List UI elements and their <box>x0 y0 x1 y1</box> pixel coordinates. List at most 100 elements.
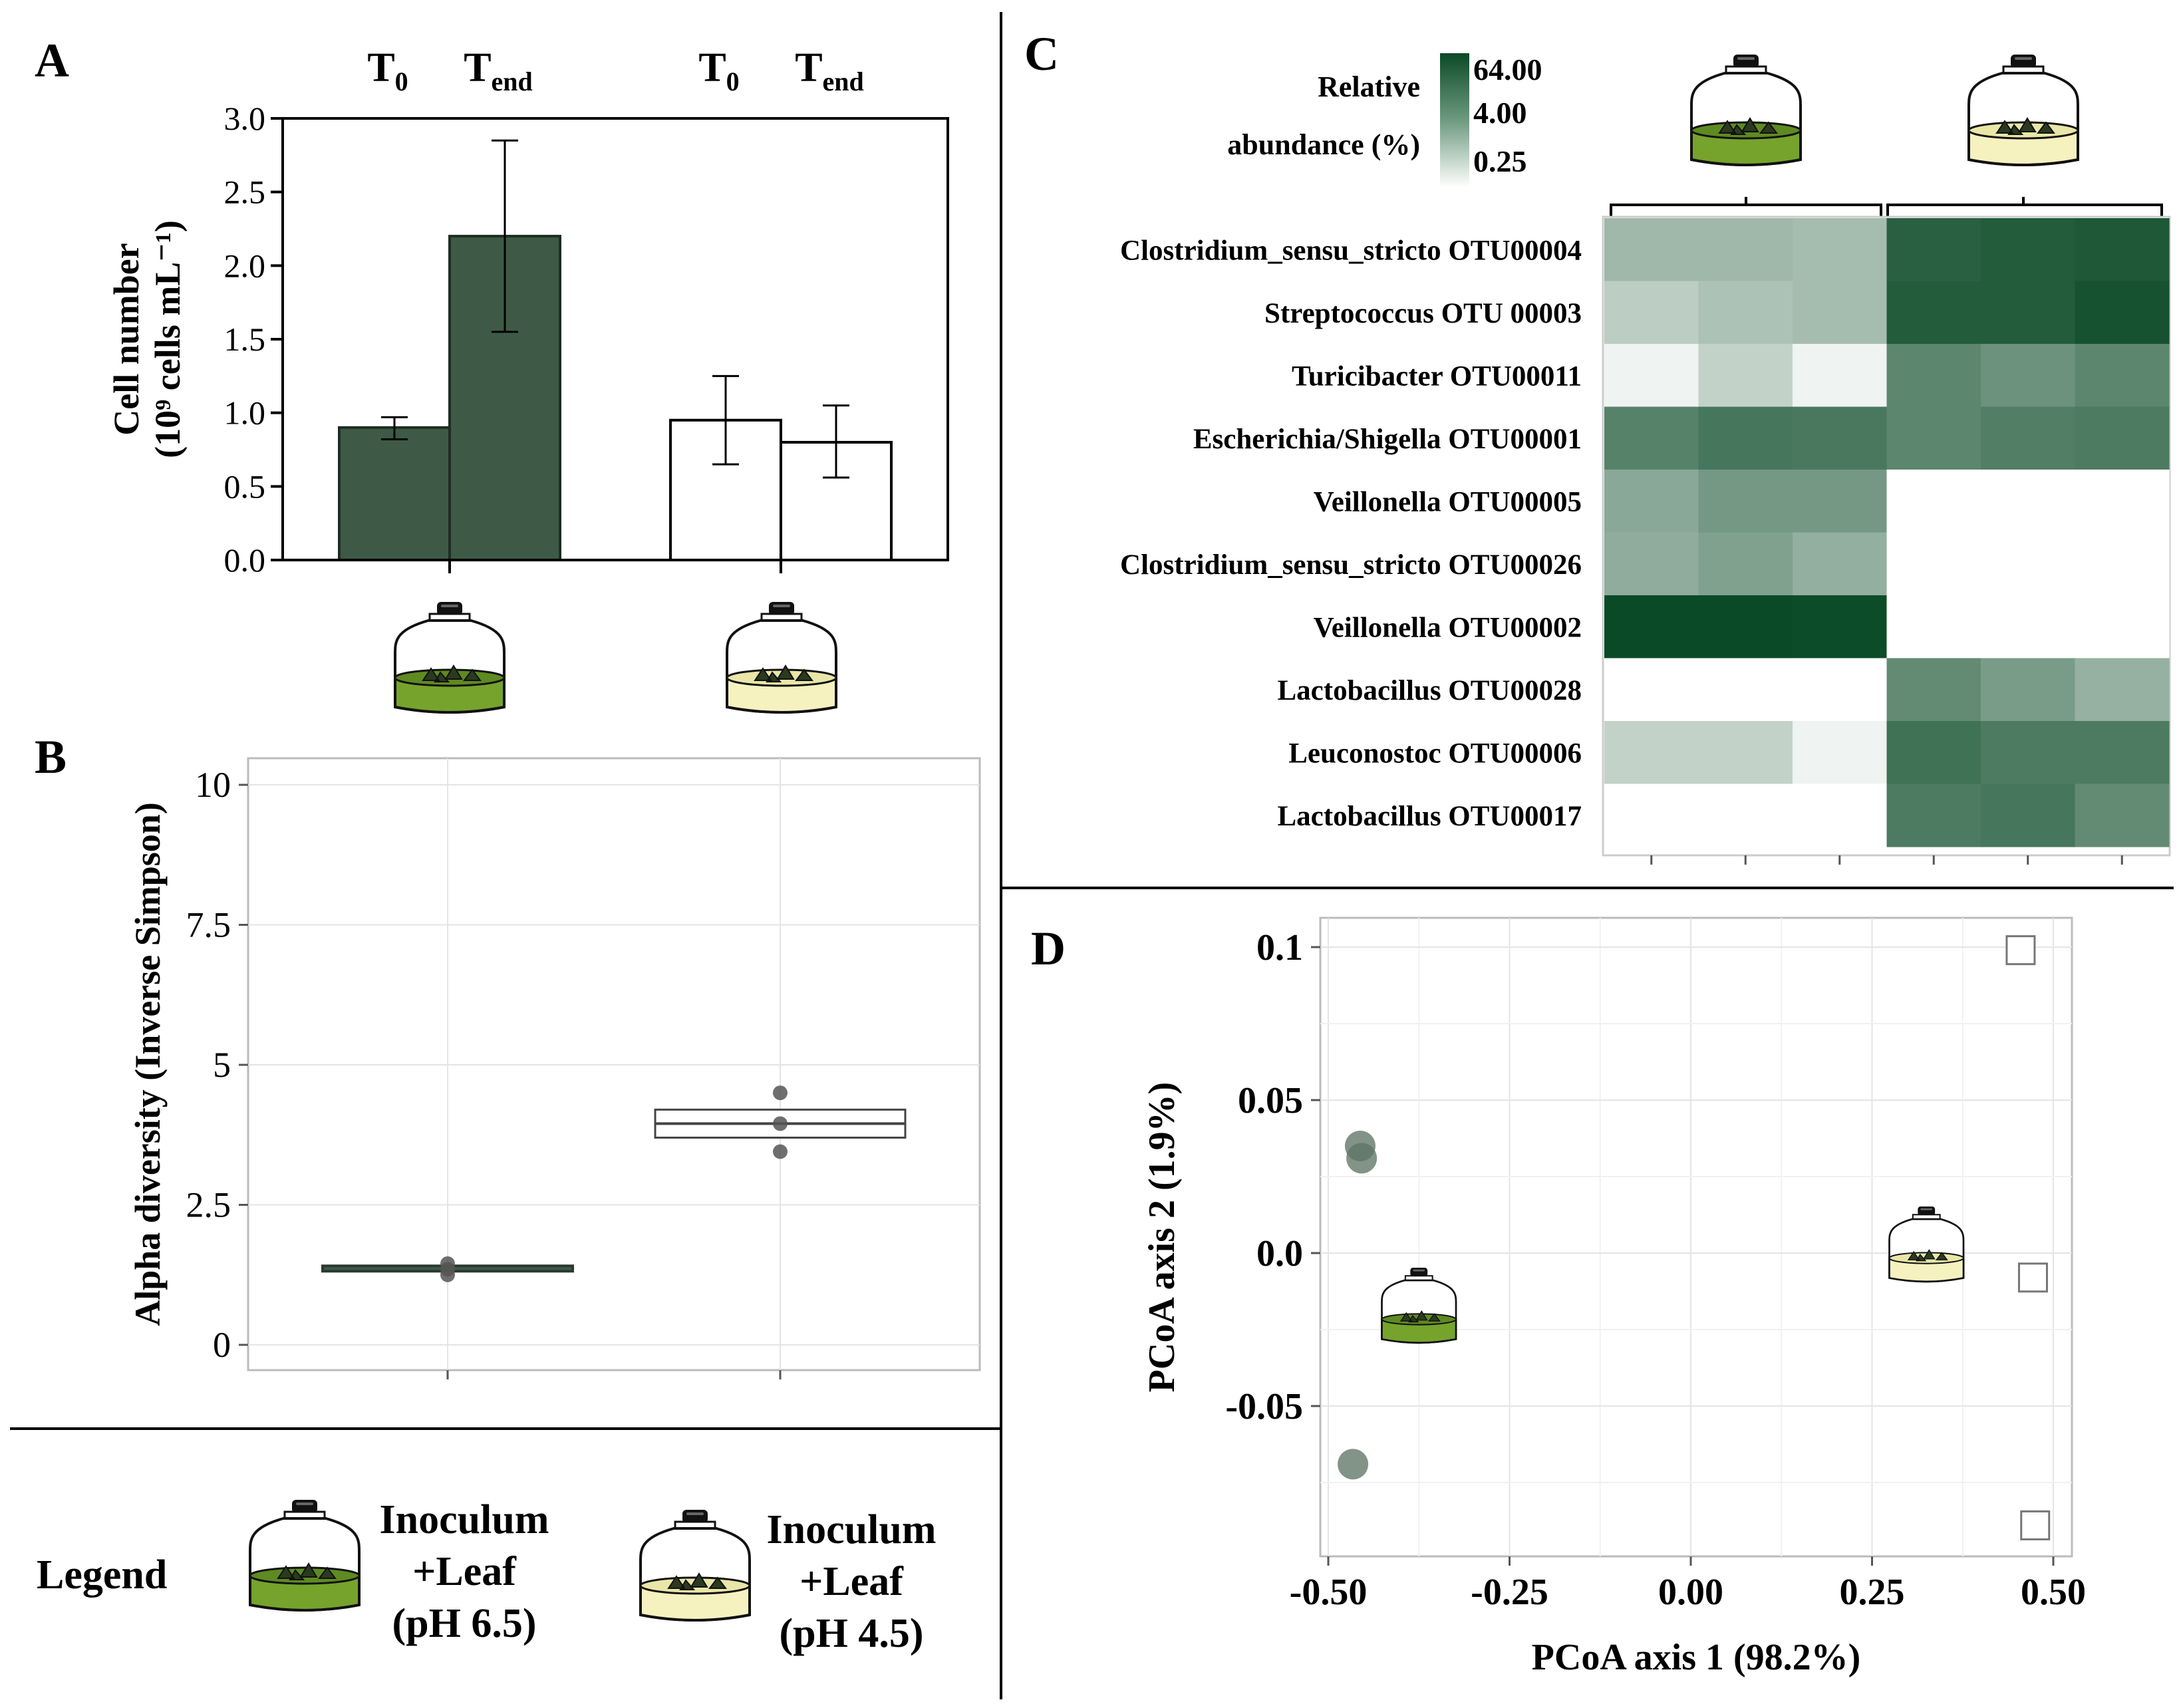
row-label: Clostridium_sensu_stricto OTU00004 <box>1120 235 1582 266</box>
bar <box>338 426 451 561</box>
colorbar-title-line2: abundance (%) <box>1227 128 1420 161</box>
legend-item2-line3: (pH 4.5) <box>780 1611 924 1656</box>
heatmap-cell <box>1981 595 2076 659</box>
legend: Legend Inoculum +Leaf (pH 6.5) Inoculum … <box>37 1497 936 1656</box>
panel-b-box-plot: 0 2.5 5 7.5 10 Alpha diversity (Inverse Simp… <box>128 757 981 1379</box>
y-tick-label: 3.0 <box>224 100 266 137</box>
heatmap-cell <box>1698 783 1793 847</box>
heatmap-row-labels: Clostridium_sensu_stricto OTU00004 Strept… <box>1120 235 1582 832</box>
heatmap-jar-green-icon <box>1690 53 1802 166</box>
panel-a-y-label-line2: (10⁹ cells mL⁻¹) <box>148 220 188 458</box>
data-point <box>773 1144 788 1159</box>
x-tick-label: -0.50 <box>1290 1572 1368 1613</box>
heatmap-cell <box>1886 406 1981 470</box>
heatmap-cell <box>1793 595 1888 659</box>
y-tick-label: 1.5 <box>224 321 266 358</box>
pcoa-point-ph65 <box>1346 1143 1378 1174</box>
heatmap-cell <box>1698 721 1793 785</box>
heatmap-cell <box>1604 658 1699 722</box>
heatmap-cell <box>1886 783 1981 847</box>
row-label: Lactobacillus OTU00017 <box>1277 801 1582 832</box>
panel-d-pcoa-scatter: -0.50 -0.25 0.00 0.25 0.50 -0.05 0.0 0.05 0.1 PC… <box>1141 917 2086 1678</box>
heatmap-cell <box>2075 721 2170 785</box>
heatmap-jar-cream-icon <box>1967 53 2079 166</box>
heatmap-cell <box>1886 721 1981 785</box>
y-tick-label: 2.5 <box>186 1185 231 1225</box>
heatmap-cell <box>1604 470 1699 533</box>
row-label: Leuconostoc OTU00006 <box>1288 738 1582 769</box>
y-tick-label: 0.0 <box>224 541 266 579</box>
heatmap-cell <box>1981 218 2076 282</box>
heatmap-cell <box>2075 344 2170 408</box>
heatmap-cell <box>1981 658 2076 722</box>
panel-b-y-label: Alpha diversity (Inverse Simpson) <box>128 802 168 1326</box>
colorbar-tick-min: 0.25 <box>1473 144 1527 178</box>
panel-a-bar-chart: 0.0 0.5 1.0 1.5 2.0 2.5 3.0 T0 Tend T0 Tend Cell … <box>106 45 949 714</box>
x-tick-label: 0.25 <box>1840 1572 1905 1613</box>
heatmap-cell <box>1886 281 1981 345</box>
heatmap-cell <box>1793 783 1888 847</box>
x-tick-label: 0.50 <box>2021 1572 2086 1613</box>
heatmap-cell <box>1698 595 1793 659</box>
heatmap-cell <box>1604 721 1699 785</box>
pcoa-point-ph45 <box>2020 1510 2051 1540</box>
heatmap-cell <box>1604 344 1699 408</box>
heatmap-cell <box>1981 406 2076 470</box>
heatmap-cell <box>1793 470 1888 533</box>
y-tick-label: 2.0 <box>224 247 266 284</box>
heatmap-cell <box>1698 658 1793 722</box>
y-tick-label: 0.05 <box>1238 1080 1303 1121</box>
panel-a-bars <box>338 139 893 573</box>
heatmap-cell <box>1886 218 1981 282</box>
panel-a-time-labels: T0 Tend T0 Tend <box>367 45 863 96</box>
row-label: Veillonella OTU00005 <box>1314 486 1582 517</box>
pcoa-point-ph65 <box>1338 1449 1369 1480</box>
row-label: Clostridium_sensu_stricto OTU00026 <box>1120 549 1582 581</box>
panel-d-x-label: PCoA axis 1 (98.2%) <box>1532 1637 1861 1678</box>
heatmap-cell <box>1886 532 1981 596</box>
heatmap-cell <box>1981 470 2076 533</box>
row-label: Escherichia/Shigella OTU00001 <box>1193 424 1582 455</box>
legend-item2-line2: +Leaf <box>799 1559 904 1604</box>
panel-label-d: D <box>1031 922 1066 975</box>
legend-jar-green-icon <box>249 1498 361 1612</box>
y-tick-label: 0.0 <box>1256 1233 1303 1274</box>
heatmap-cell <box>1981 281 2076 345</box>
y-tick-label: 0.1 <box>1256 927 1303 968</box>
heatmap-cell <box>1981 721 2076 785</box>
panel-a-frame <box>281 117 949 561</box>
heatmap-cell <box>1793 532 1888 596</box>
heatmap-cell <box>1886 470 1981 533</box>
pcoa-point-ph45 <box>2017 1262 2048 1293</box>
time-label: T0 <box>367 45 408 96</box>
panel-label-b: B <box>35 730 67 783</box>
heatmap-cell <box>1793 658 1888 722</box>
row-label: Streptococcus OTU 00003 <box>1264 298 1582 329</box>
legend-jar-cream-icon <box>639 1508 751 1622</box>
legend-item1-line2: +Leaf <box>412 1549 517 1594</box>
panel-d-points <box>1338 935 2051 1540</box>
panel-a-y-label-line1: Cell number <box>106 243 146 436</box>
heatmap-cell <box>2075 470 2170 533</box>
colorbar-title-line1: Relative <box>1318 71 1420 103</box>
time-label: Tend <box>795 45 864 96</box>
x-tick-label: 0.00 <box>1658 1572 1723 1613</box>
legend-item1-line3: (pH 6.5) <box>392 1601 537 1646</box>
heatmap-cell <box>2075 658 2170 722</box>
heatmap-colorbar: Relative abundance (%) 64.00 4.00 0.25 <box>1227 53 1542 188</box>
heatmap-cell <box>1604 218 1699 282</box>
heatmap-cell <box>1793 218 1888 282</box>
heatmap-cell <box>2075 281 2170 345</box>
row-label: Lactobacillus OTU00028 <box>1277 675 1582 706</box>
heatmap-cell <box>1604 783 1699 847</box>
row-label: Turicibacter OTU00011 <box>1292 360 1582 392</box>
heatmap-cell <box>1698 344 1793 408</box>
heatmap-cell <box>1886 344 1981 408</box>
heatmap-cell <box>1793 344 1888 408</box>
colorbar-tick-max: 64.00 <box>1473 53 1542 86</box>
bar <box>448 235 561 561</box>
y-tick-label: 2.5 <box>224 174 266 211</box>
panel-c-heatmap: Relative abundance (%) 64.00 4.00 0.25 C… <box>1120 53 2171 865</box>
time-label: T0 <box>698 45 739 96</box>
